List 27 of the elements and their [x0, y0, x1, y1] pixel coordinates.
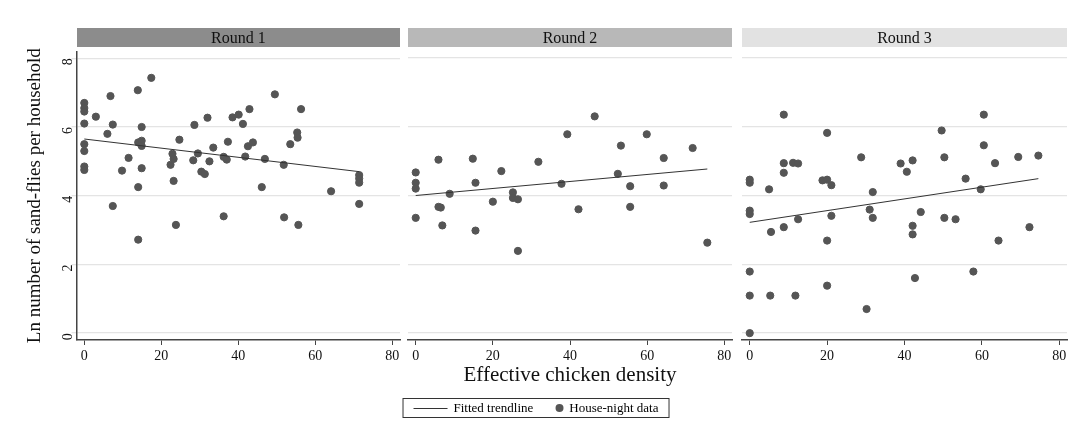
y-tick-label: 8 — [60, 58, 76, 66]
x-tick-label: 0 — [80, 348, 88, 364]
x-tick-label: 60 — [308, 348, 323, 364]
y-tick-label: 6 — [60, 126, 76, 134]
x-tick-label: 40 — [563, 348, 577, 364]
x-tick-label: 20 — [820, 348, 835, 364]
chart-title: Round 2 — [408, 28, 732, 47]
legend-label: Fitted trendline — [453, 400, 534, 416]
x-tick-label: 0 — [412, 348, 420, 364]
x-tick-label: 0 — [746, 348, 754, 364]
x-tick-label: 40 — [897, 348, 912, 364]
y-axis-title: Ln number of sand-flies per household — [23, 47, 45, 344]
x-tick-label: 80 — [1052, 348, 1067, 364]
y-tick-label: 0 — [60, 333, 76, 341]
chart-title: Round 1 — [76, 28, 400, 47]
chart-title: Round 3 — [742, 28, 1067, 47]
y-tick-label: 2 — [60, 264, 76, 272]
x-tick-label: 40 — [231, 348, 246, 364]
x-tick-label: 80 — [717, 348, 732, 364]
x-tick-label: 60 — [974, 348, 989, 364]
x-tick-label: 80 — [385, 348, 400, 364]
legend-label: House-night data — [569, 400, 659, 416]
x-tick-label: 20 — [485, 348, 500, 364]
y-tick-label: 4 — [60, 195, 76, 203]
x-axis-title: Effective chicken density — [463, 361, 678, 386]
x-tick-label: 60 — [640, 348, 655, 364]
x-tick-label: 20 — [154, 348, 169, 364]
